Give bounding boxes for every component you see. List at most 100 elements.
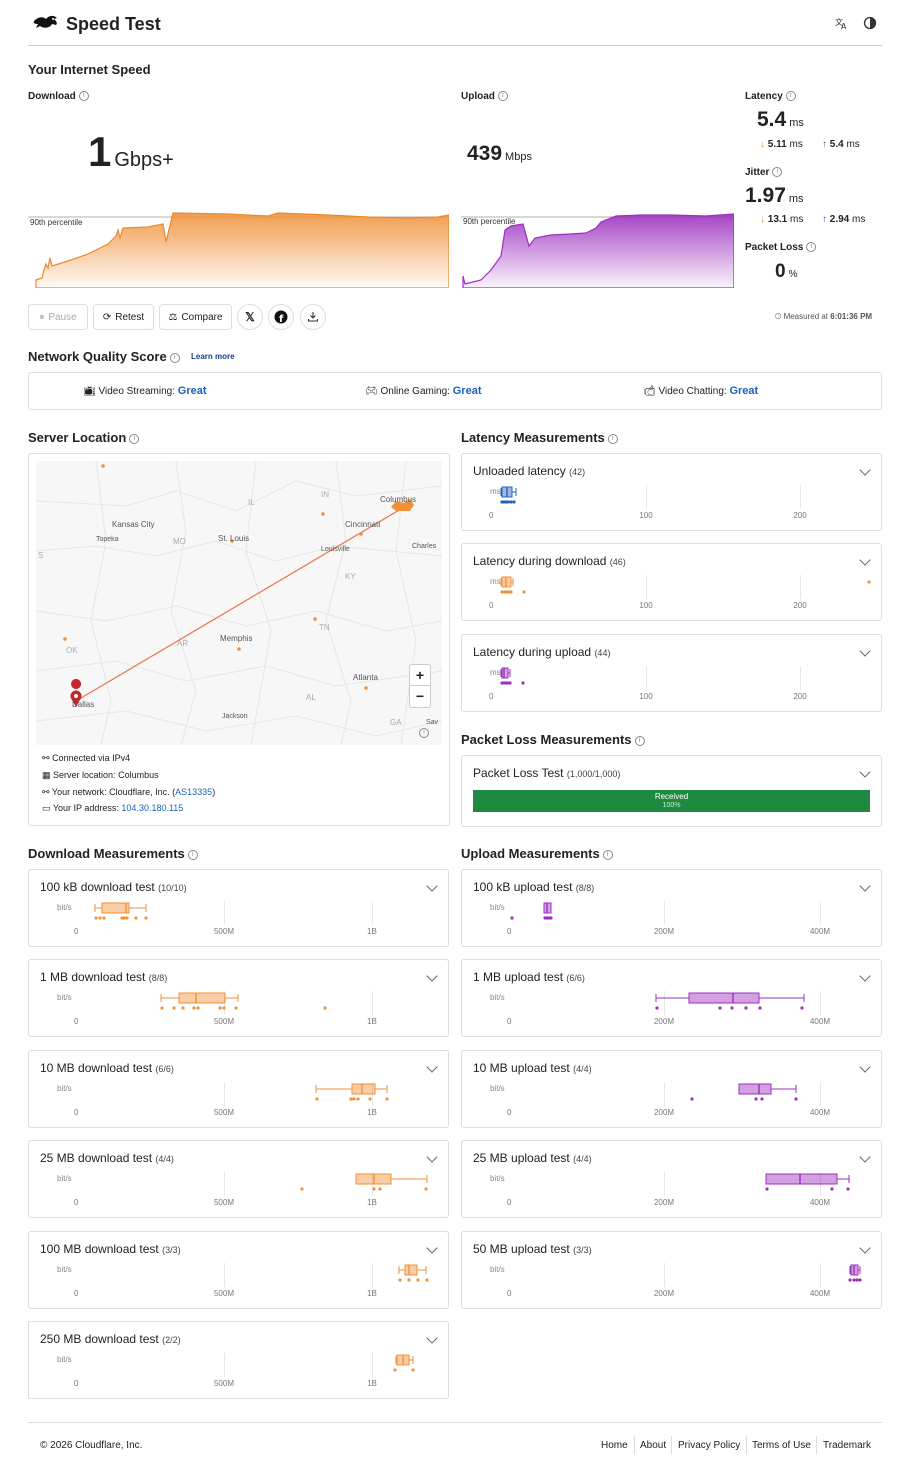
measurement-card[interactable] xyxy=(28,1321,449,1399)
measurement-boxplot xyxy=(160,992,327,1010)
axis-tick-label: 200 xyxy=(793,511,807,520)
measurement-card[interactable] xyxy=(461,453,882,531)
axis-tick-label: 1B xyxy=(367,1108,377,1117)
axis-tick-label: 400M xyxy=(809,1198,830,1207)
sample-point xyxy=(356,1097,360,1101)
measurement-card[interactable] xyxy=(461,1050,882,1128)
measurement-boxplot xyxy=(300,1173,428,1191)
server-map[interactable] xyxy=(36,461,442,745)
box-iqr xyxy=(351,1083,376,1095)
grid-line xyxy=(224,1172,225,1196)
facebook-share-icon[interactable]: f xyxy=(268,304,294,330)
sample-point xyxy=(160,1006,164,1010)
map-info-icon[interactable]: i xyxy=(416,724,429,742)
upload-label: Upload i xyxy=(461,91,508,102)
measurement-card[interactable] xyxy=(461,1231,882,1309)
grid-line xyxy=(664,1172,665,1196)
nqs-card xyxy=(28,372,882,410)
unit-label: bit/s xyxy=(57,993,72,1002)
rabbit-logo-icon xyxy=(33,15,57,28)
measurement-card[interactable] xyxy=(461,543,882,621)
footer-link-trademark[interactable]: Trademark xyxy=(823,1440,871,1451)
asn-link[interactable]: AS13335 xyxy=(175,787,213,797)
grid-line xyxy=(664,901,665,925)
axis-tick-label: 200 xyxy=(793,601,807,610)
sample-point xyxy=(385,1097,389,1101)
info-icon: i xyxy=(602,849,613,860)
grid-line xyxy=(224,1353,225,1377)
axis-tick-label: 200M xyxy=(653,1198,674,1207)
upload-speed-graph xyxy=(461,213,734,288)
axis-tick-label: 500M xyxy=(213,1108,234,1117)
unit-label: ms xyxy=(490,668,501,677)
map-state-label: AR xyxy=(177,639,189,648)
sample-point xyxy=(94,916,98,920)
measurement-title: Unloaded latency (42) xyxy=(473,464,586,478)
measured-at: 🕓︎ Measured at 6:01:36 PM xyxy=(775,312,873,321)
measurement-card[interactable] xyxy=(28,1231,449,1309)
measurement-title: Latency during download (46) xyxy=(473,554,626,568)
app-title: Speed Test xyxy=(66,14,161,34)
pause-icon: ⏸ xyxy=(39,311,45,323)
jitter-label: Jitter i xyxy=(745,167,783,178)
building-icon: ▦ xyxy=(42,770,51,780)
your-network: ⚯ Your network: Cloudflare, Inc. (AS1333… xyxy=(42,787,216,797)
top-header xyxy=(28,0,882,46)
connected-via: ⚯ Connected via IPv4 xyxy=(42,753,131,763)
pause-button[interactable]: ⏸ Pause xyxy=(28,304,88,330)
measurement-card[interactable] xyxy=(461,1140,882,1218)
measurement-card[interactable] xyxy=(461,869,882,947)
compare-button[interactable]: ⚖ Compare xyxy=(159,304,232,330)
sample-point xyxy=(655,1006,659,1010)
map-city-label: Sav xyxy=(426,719,439,726)
measurement-card[interactable] xyxy=(28,1140,449,1218)
axis-tick-label: 0 xyxy=(489,601,494,610)
axis-tick-label: 500M xyxy=(213,927,234,936)
sample-point xyxy=(125,916,129,920)
your-ip: ▭ Your IP address: 104.30.180.115 xyxy=(42,803,184,813)
retest-button[interactable]: ⟳ Retest xyxy=(93,304,154,330)
theme-contrast-icon[interactable] xyxy=(863,16,877,30)
axis-tick-label: 400M xyxy=(809,1017,830,1026)
measurement-title: 250 MB download test (2/2) xyxy=(40,1332,181,1346)
unit-label: bit/s xyxy=(490,993,505,1002)
learn-more-link[interactable]: Learn more xyxy=(191,352,235,361)
gamepad-icon: 🎮︎ xyxy=(365,386,378,397)
zoom-out-button[interactable]: − xyxy=(415,688,425,704)
measurement-boxplot xyxy=(848,1264,862,1282)
sample-point xyxy=(234,1006,238,1010)
sample-point xyxy=(830,1187,834,1191)
zoom-in-button[interactable]: + xyxy=(410,665,430,686)
sample-point xyxy=(393,1368,397,1372)
grid-line xyxy=(664,1082,665,1106)
grid-line xyxy=(820,901,821,925)
latency-label: Latency i xyxy=(745,91,796,102)
axis-tick-label: 0 xyxy=(74,1198,79,1207)
footer-link-about[interactable]: About xyxy=(640,1440,667,1451)
download-results-icon[interactable] xyxy=(300,304,326,330)
box-iqr xyxy=(101,902,130,914)
grid-line xyxy=(820,1082,821,1106)
map-city-label: St. Louis xyxy=(218,534,250,543)
footer-link-home[interactable]: Home xyxy=(601,1440,628,1451)
sample-point xyxy=(858,1278,862,1282)
unit-label: bit/s xyxy=(57,1265,72,1274)
nqs-video-chatting: 📹︎ Video Chatting: Great xyxy=(643,385,759,397)
footer-link-privacy[interactable]: Privacy Policy xyxy=(678,1440,741,1451)
footer-link-terms[interactable]: Terms of Use xyxy=(752,1440,811,1451)
sample-point xyxy=(181,1006,185,1010)
sample-point xyxy=(521,681,525,685)
sample-point xyxy=(300,1187,304,1191)
measurement-boxplot xyxy=(500,667,525,685)
nqs-heading: Network Quality Score i xyxy=(28,349,180,364)
measurement-card[interactable] xyxy=(461,634,882,712)
sample-point xyxy=(98,916,102,920)
axis-tick-label: 100 xyxy=(639,692,653,701)
svg-text:A: A xyxy=(841,22,847,30)
grid-line xyxy=(664,991,665,1015)
axis-tick-label: 1B xyxy=(367,1017,377,1026)
x-share-icon[interactable]: 𝕏 xyxy=(237,304,263,330)
sample-point xyxy=(323,1006,327,1010)
axis-tick-label: 500M xyxy=(213,1379,234,1388)
